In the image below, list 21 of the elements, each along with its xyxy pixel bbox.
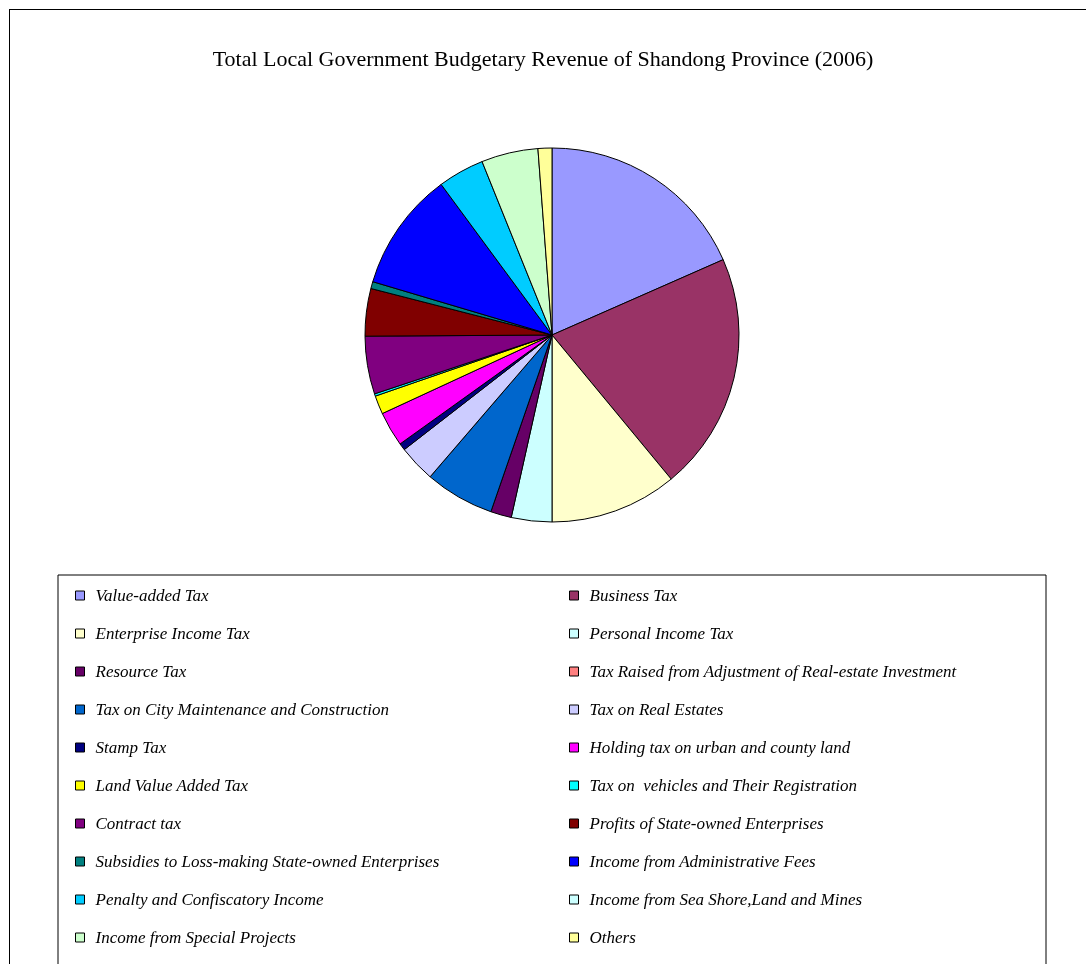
legend-label: Tax Raised from Adjustment of Real-estate Investment	[589, 662, 958, 681]
legend-label: Penalty and Confiscatory Income	[94, 890, 324, 909]
legend-label: Subsidies to Loss-making State-owned Enterprises	[95, 852, 440, 871]
legend-label: Others	[589, 928, 637, 947]
legend-label: Tax on City Maintenance and Construction	[95, 700, 390, 719]
chart-title: Total Local Government Budgetary Revenue of Shandong Province (2006)	[212, 45, 874, 71]
legend-label: Income from Administrative Fees	[588, 852, 817, 871]
legend-label: Tax on Real Estates	[589, 700, 724, 719]
legend-label: Income from Special Projects	[94, 928, 297, 947]
legend-label: Resource Tax	[94, 662, 187, 681]
legend-label: Value-added Tax	[95, 586, 210, 605]
legend-label: Business Tax	[589, 586, 678, 605]
legend-label: Profits of State-owned Enterprises	[588, 814, 824, 833]
legend-label: Holding tax on urban and county land	[588, 738, 851, 757]
legend-label: Stamp Tax	[95, 738, 167, 757]
legend-label: Tax on vehicles and Their Registration	[589, 776, 858, 795]
legend-label: Personal Income Tax	[588, 624, 734, 643]
legend-label: Income from Sea Shore,Land and Mines	[588, 890, 863, 909]
legend-label: Land Value Added Tax	[94, 776, 249, 795]
legend-label: Contract tax	[95, 814, 182, 833]
legend-label: Enterprise Income Tax	[94, 624, 251, 643]
